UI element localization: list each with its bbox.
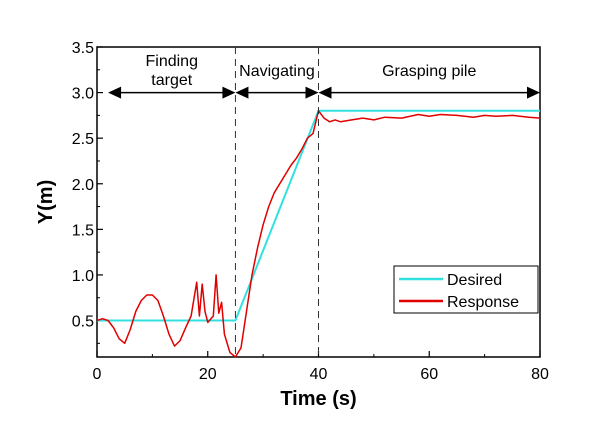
legend: Desired Response [393, 265, 539, 314]
series-line-desired [97, 109, 540, 322]
legend-box [393, 265, 539, 314]
y-tick-label: 3.5 [72, 40, 94, 57]
legend-label-response: Response [447, 294, 519, 311]
x-tick-label: 20 [199, 366, 217, 383]
phase-label: Navigating [239, 63, 315, 80]
phase-arrowhead-right [527, 86, 540, 99]
y-tick-label: 2.5 [72, 131, 94, 148]
phase-arrowhead-right [222, 86, 236, 99]
y-tick-label: 1.5 [72, 222, 94, 239]
y-tick-label: 1.0 [72, 268, 94, 285]
phase-label: Finding [146, 53, 198, 70]
series-layer [96, 109, 541, 358]
y-axis-title: Y(m) [35, 180, 57, 224]
phase-arrowhead-left [318, 86, 332, 99]
y-tick-label: 0.5 [72, 314, 94, 331]
phase-annotations: Finding target Navigating Grasping pile [108, 47, 540, 357]
x-tick-label: 80 [531, 366, 549, 383]
x-axis-title: Time (s) [280, 388, 356, 410]
phase-label: Grasping pile [382, 63, 476, 80]
phase-arrowhead-left [235, 86, 249, 99]
x-tick-label: 0 [93, 366, 102, 383]
axes: 0 20 40 60 80 0.5 1.0 1.5 2.0 2.5 3.0 3.5 [72, 40, 549, 383]
y-tick-label: 2.0 [72, 177, 94, 194]
y-tick-label: 3.0 [72, 86, 94, 103]
x-tick-label: 60 [420, 366, 438, 383]
phase-label: target [151, 72, 192, 89]
phase-arrowhead-right [305, 86, 319, 99]
x-tick-label: 40 [310, 366, 328, 383]
series-line-response [96, 110, 541, 358]
axis-titles: Time (s) Y(m) [35, 180, 357, 410]
legend-label-desired: Desired [447, 272, 502, 289]
phase-arrowhead-left [108, 86, 122, 99]
